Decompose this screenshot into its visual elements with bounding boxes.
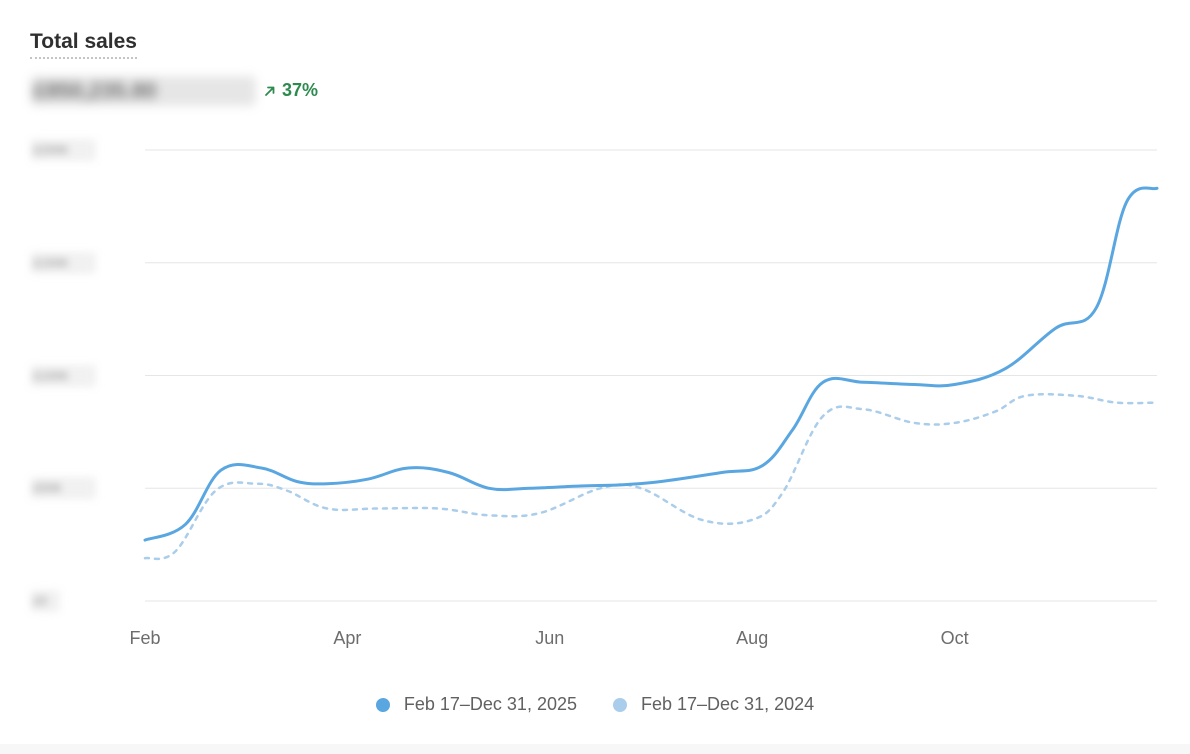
- x-tick-label: Aug: [736, 628, 769, 648]
- x-tick-label: Apr: [333, 628, 362, 648]
- y-tick-label: £50K: [30, 477, 96, 500]
- series-line-2025[interactable]: [143, 186, 1159, 542]
- y-tick-label: £0: [30, 590, 60, 612]
- total-sales-value-blurred: £850,235.80: [30, 76, 256, 106]
- x-tick-label: Oct: [940, 628, 969, 648]
- card-footer-divider: [0, 744, 1190, 754]
- card-title[interactable]: Total sales: [30, 30, 137, 59]
- total-sales-value: £850,235.80: [34, 78, 157, 103]
- x-tick-label: Feb: [129, 628, 161, 648]
- change-percent: 37%: [282, 80, 319, 100]
- arrow-up-right-icon: [265, 86, 275, 96]
- y-tick-label: £150K: [30, 251, 96, 274]
- legend-label: Feb 17–Dec 31, 2025: [403, 694, 577, 714]
- legend-label: Feb 17–Dec 31, 2024: [641, 694, 815, 714]
- series-lines[interactable]: [143, 186, 1159, 561]
- legend-item-2025[interactable]: Feb 17–Dec 31, 2025: [375, 694, 577, 715]
- x-tick-label: Jun: [535, 628, 565, 648]
- legend-item-2024[interactable]: Feb 17–Dec 31, 2024: [613, 694, 814, 715]
- legend-dot-icon: [613, 697, 627, 712]
- y-tick-label: £100K: [30, 364, 96, 387]
- gridlines: [145, 149, 1157, 602]
- chart-legend: Feb 17–Dec 31, 2025 Feb 17–Dec 31, 2024: [0, 694, 1190, 715]
- change-indicator: 37%: [264, 80, 318, 101]
- y-tick-label: £200K: [30, 139, 96, 161]
- legend-dot-icon: [375, 697, 390, 712]
- series-line-2024[interactable]: [143, 393, 1159, 561]
